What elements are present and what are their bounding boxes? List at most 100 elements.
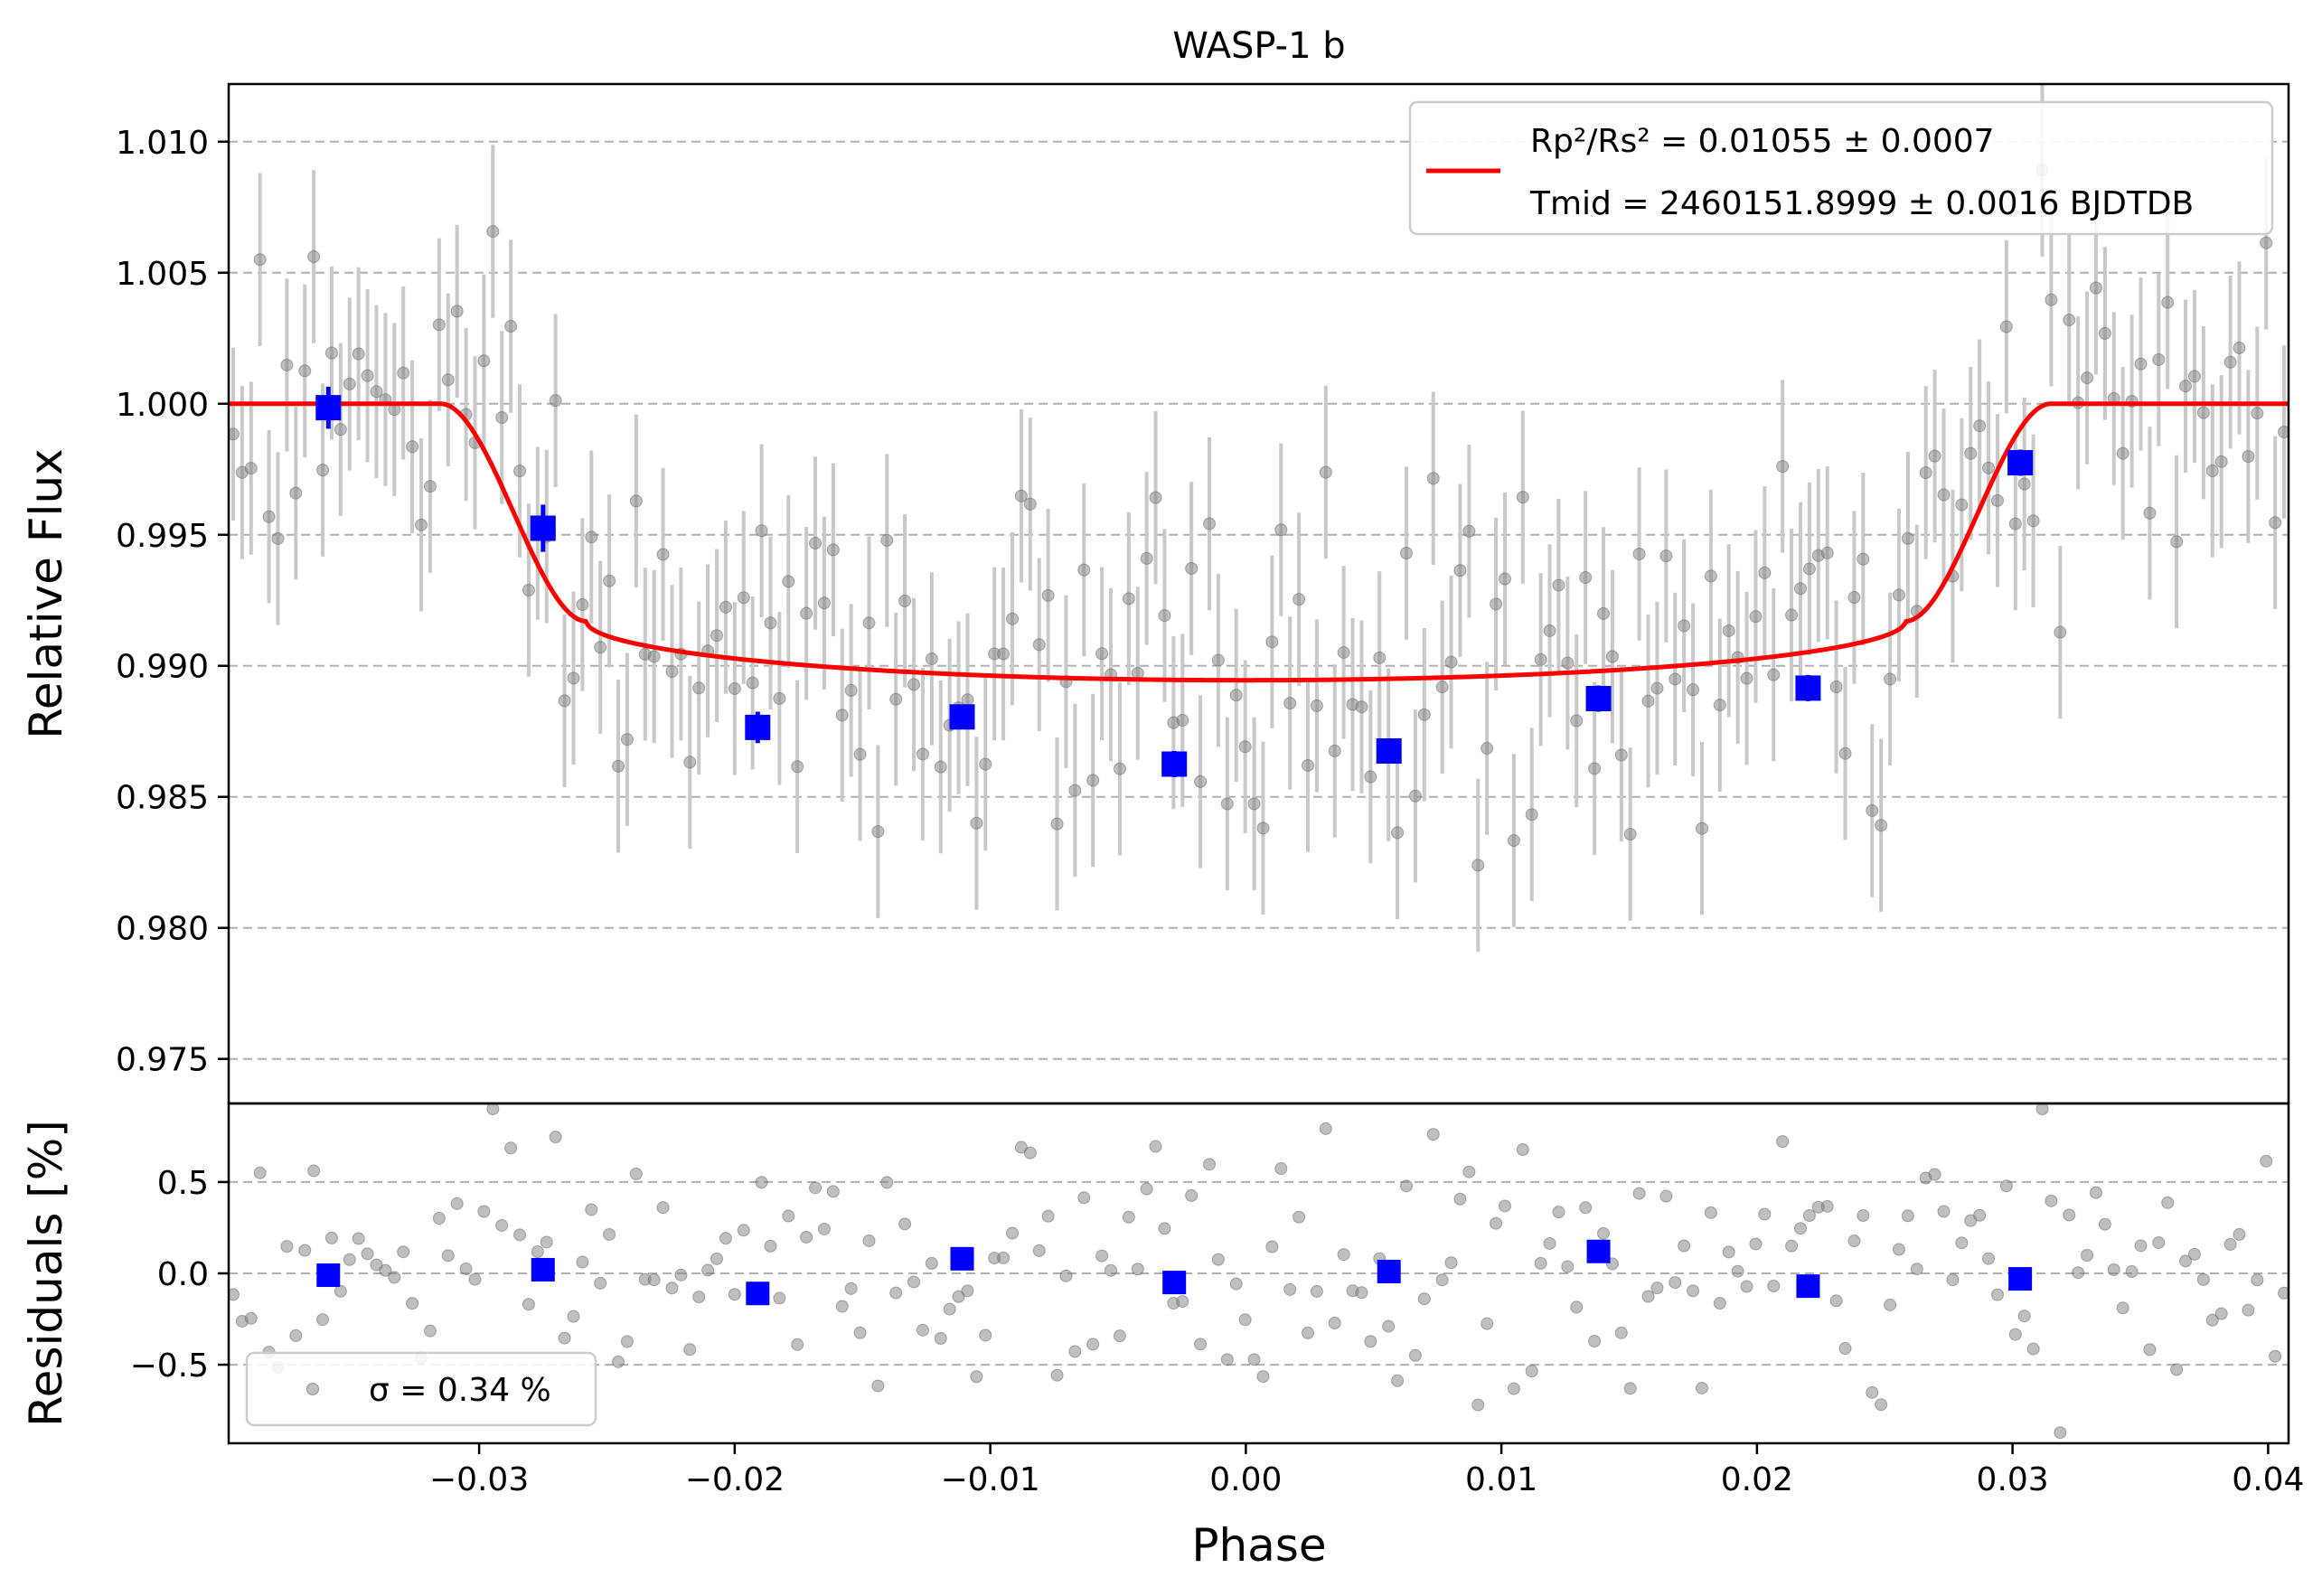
raw-point [1632, 547, 1646, 560]
residual-point [2116, 1301, 2129, 1315]
residual-point [1552, 1206, 1565, 1219]
raw-point [1579, 571, 1593, 585]
residual-point [1426, 1128, 1440, 1141]
raw-point [522, 584, 535, 597]
raw-point [1444, 655, 1458, 669]
raw-point [1453, 564, 1467, 577]
raw-point [1211, 653, 1225, 667]
residual-point [1866, 1385, 1879, 1399]
residual-point [1355, 1286, 1368, 1300]
residual-point [1884, 1298, 1897, 1311]
residual-point [2054, 1426, 2067, 1440]
raw-point [880, 533, 894, 547]
residual-point [755, 1176, 768, 1189]
residual-point [1776, 1135, 1790, 1149]
residual-point [719, 1232, 732, 1245]
residual-point [298, 1244, 312, 1257]
residual-point [1194, 1338, 1208, 1351]
raw-point [1695, 821, 1708, 835]
legend-sigma: σ = 0.34 % [369, 1372, 551, 1409]
legend-rp-rs: Rp²/Rs² = 0.01055 ± 0.0007 [1530, 123, 1995, 160]
raw-point [1203, 517, 1217, 530]
raw-point [1964, 446, 1978, 460]
residual-point [925, 1256, 938, 1270]
residual-point [907, 1275, 921, 1289]
binned-residual-4 [1162, 1271, 1187, 1295]
bottom-grid [229, 1180, 2289, 1366]
top-y-axis-label: Relative Flux [20, 448, 72, 738]
residual-point [1650, 1281, 1664, 1295]
residual-point [898, 1217, 912, 1231]
residual-point [1534, 1256, 1547, 1270]
residual-point [2125, 1265, 2139, 1279]
raw-point [1068, 784, 1082, 797]
raw-point [1373, 651, 1387, 664]
residual-point [1471, 1398, 1485, 1412]
residual-point [1875, 1398, 1888, 1412]
raw-point [979, 757, 992, 771]
raw-point [1749, 610, 1763, 624]
residual-point [665, 1281, 679, 1295]
residual-point [2107, 1263, 2120, 1276]
residual-point [495, 1218, 509, 1232]
raw-point [970, 816, 983, 830]
raw-point [486, 225, 500, 239]
residual-point [397, 1245, 410, 1259]
raw-point [728, 681, 741, 695]
residual-point [1408, 1348, 1422, 1362]
raw-point [1543, 624, 1556, 637]
residual-point [1498, 1199, 1511, 1213]
raw-point [1525, 808, 1538, 821]
raw-point [871, 825, 885, 839]
raw-point [764, 616, 777, 630]
residual-point [486, 1103, 500, 1116]
residual-point [943, 1302, 956, 1316]
raw-point [656, 548, 670, 561]
raw-point [450, 305, 464, 318]
residual-point [2278, 1286, 2289, 1300]
raw-point [2196, 406, 2210, 419]
raw-point [1050, 817, 1064, 831]
raw-point [1301, 758, 1314, 772]
raw-point [1220, 797, 1234, 811]
raw-point [1767, 668, 1781, 681]
raw-point [1319, 465, 1332, 479]
residual-point [1722, 1245, 1735, 1259]
residual-point [1516, 1143, 1529, 1157]
raw-point [2008, 517, 2022, 530]
raw-point [692, 681, 706, 695]
raw-point [755, 524, 768, 538]
bottom-y-axis-label: Residuals [%] [20, 1120, 72, 1427]
raw-point [620, 733, 634, 746]
residual-point [1955, 1236, 1969, 1250]
residual-point [1802, 1209, 1816, 1223]
raw-point [629, 494, 643, 508]
raw-point [423, 480, 437, 493]
top-binned-points [315, 386, 2034, 777]
raw-point [746, 676, 759, 690]
raw-point [1507, 834, 1520, 848]
raw-point [253, 253, 267, 267]
raw-point [513, 465, 527, 478]
raw-point [441, 373, 455, 387]
residual-point [1901, 1209, 1914, 1223]
raw-point [647, 650, 661, 663]
raw-point [1328, 744, 1341, 757]
raw-point [324, 346, 338, 360]
residual-point [1050, 1368, 1064, 1382]
residual-point [2214, 1307, 2228, 1320]
legend-residual-marker [306, 1383, 319, 1395]
residual-point [1399, 1179, 1413, 1193]
raw-point [1758, 566, 1772, 579]
residual-point [1382, 1319, 1396, 1333]
raw-point [1095, 647, 1109, 661]
residual-point [1990, 1288, 2004, 1301]
residual-point [1740, 1280, 1753, 1293]
residual-point [979, 1328, 992, 1342]
residual-point [2196, 1272, 2210, 1286]
residual-point [229, 1288, 240, 1301]
residual-point [773, 1291, 786, 1305]
residual-point [835, 1300, 849, 1313]
raw-point [361, 369, 374, 382]
residual-point [1220, 1353, 1234, 1366]
